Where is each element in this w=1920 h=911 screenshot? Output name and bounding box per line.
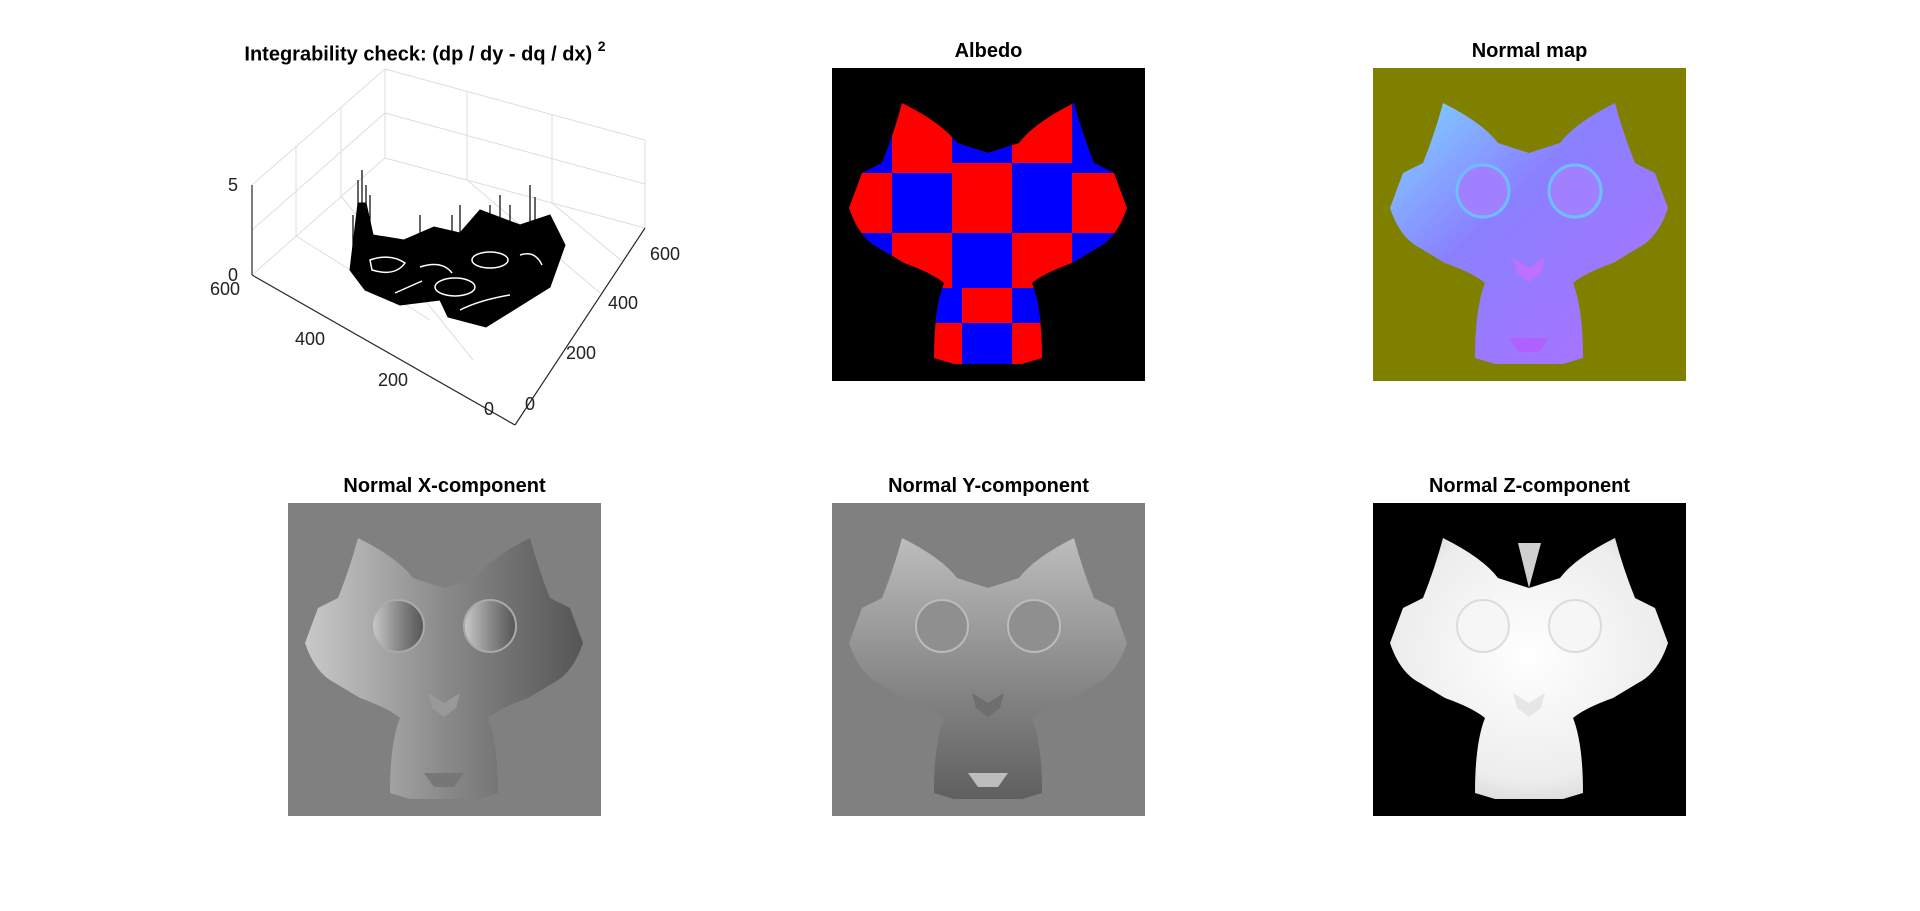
y-tick-label: 400 xyxy=(608,293,638,313)
integrability-title: Integrability check: (dp / dy - dq / dx)… xyxy=(200,38,650,67)
normal-x-image xyxy=(288,503,601,816)
x-tick-label: 400 xyxy=(295,329,325,349)
y-tick-label: 200 xyxy=(566,343,596,363)
integrability-title-main: Integrability check: (dp / dy - dq / dx) xyxy=(244,43,593,66)
surface-data xyxy=(349,170,566,328)
x-tick-label: 200 xyxy=(378,370,408,390)
y-ticks: 0 200 400 600 xyxy=(525,244,680,414)
y-tick-label: 0 xyxy=(525,394,535,414)
albedo-image xyxy=(832,68,1145,381)
normal-map-title: Normal map xyxy=(1471,40,1588,62)
normal-y-title: Normal Y-component xyxy=(888,475,1089,497)
integrability-title-sup: 2 xyxy=(597,38,606,54)
z-tick-label: 5 xyxy=(228,175,238,195)
albedo-title: Albedo xyxy=(954,40,1023,62)
normal-y-image xyxy=(832,503,1145,816)
z-tick-label: 0 xyxy=(228,265,238,285)
axes-lines xyxy=(251,185,646,426)
integrability-surface-plot: 5 0 600 400 200 0 0 200 400 600 xyxy=(210,68,680,426)
normal-z-title: Normal Z-component xyxy=(1428,475,1631,497)
x-ticks: 600 400 200 0 xyxy=(210,279,494,419)
z-ticks: 5 0 xyxy=(228,175,238,285)
normal-z-image xyxy=(1373,503,1686,816)
x-tick-label: 0 xyxy=(484,399,494,419)
y-tick-label: 600 xyxy=(650,244,680,264)
normal-map-image xyxy=(1373,68,1686,381)
normal-x-title: Normal X-component xyxy=(343,475,546,497)
x-tick-label: 600 xyxy=(210,279,240,299)
